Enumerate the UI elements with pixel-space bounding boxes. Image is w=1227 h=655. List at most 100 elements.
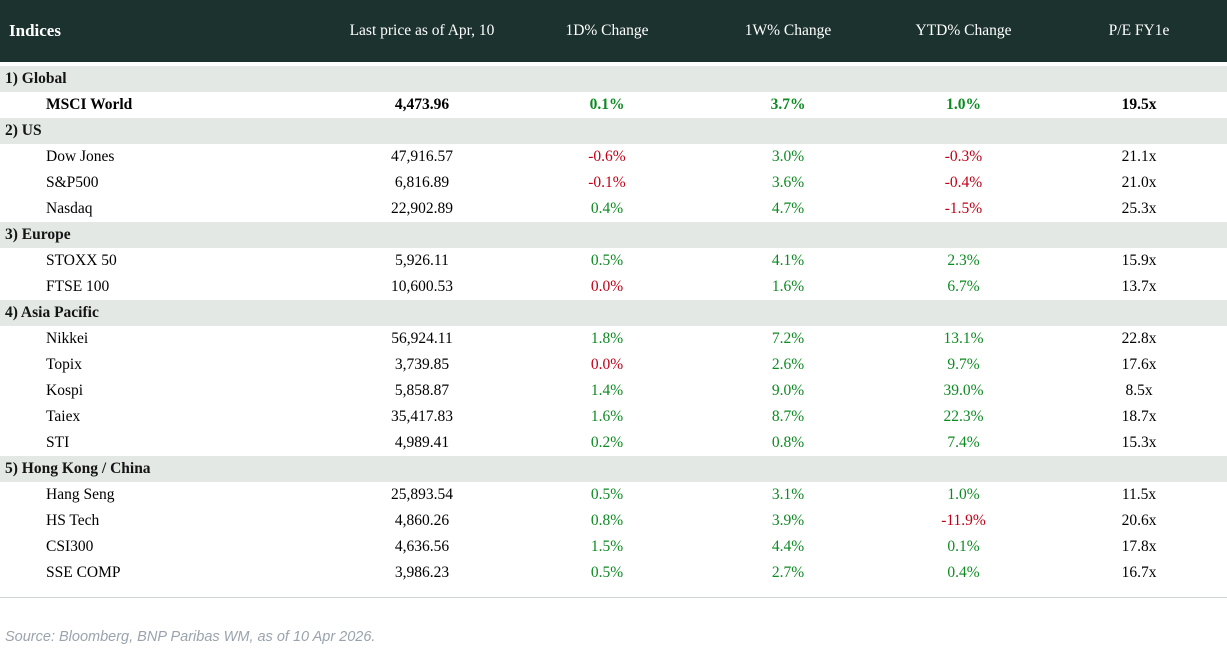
pe-fy1e-cell: 17.8x [1121,538,1157,555]
last-price-cell: 3,739.85 [394,356,450,373]
index-row: CSI300 4,636.56 1.5% 4.4% 0.1% 17.8x [0,534,1227,560]
last-price-cell: 47,916.57 [391,148,453,165]
change-1d-cell: 0.5% [590,486,624,503]
change-1w-cell: 3.0% [771,148,805,165]
table-bottom-border [0,597,1227,598]
index-row: Dow Jones 47,916.57 -0.6% 3.0% -0.3% 21.1x [0,144,1227,170]
last-price-cell: 25,893.54 [391,486,453,503]
last-price-cell: 5,926.11 [395,252,449,269]
change-1d-cell: 0.0% [590,278,624,295]
change-1d-cell: 0.5% [590,252,624,269]
source-note: Source: Bloomberg, BNP Paribas WM, as of… [5,629,376,645]
index-name-cell: Dow Jones [46,148,115,165]
change-1w-cell: 2.7% [771,564,805,581]
column-header-1d-change: 1D% Change [565,22,649,39]
change-ytd-cell: 22.3% [943,408,984,425]
index-row: HS Tech 4,860.26 0.8% 3.9% -11.9% 20.6x [0,508,1227,534]
index-name-cell: Nikkei [46,330,89,347]
change-1w-cell: 3.7% [770,96,806,113]
change-ytd-cell: 0.4% [947,564,980,581]
change-ytd-cell: 1.0% [946,96,981,113]
index-name-cell: Kospi [46,382,84,399]
change-ytd-cell: 2.3% [947,252,980,269]
pe-fy1e-cell: 17.6x [1121,356,1157,373]
index-name-cell: Taiex [46,408,81,425]
index-row: STOXX 50 5,926.11 0.5% 4.1% 2.3% 15.9x [0,248,1227,274]
pe-fy1e-cell: 21.0x [1121,174,1157,191]
last-price-cell: 6,816.89 [394,174,450,191]
index-row: Topix 3,739.85 0.0% 2.6% 9.7% 17.6x [0,352,1227,378]
column-header-1w-change: 1W% Change [744,22,832,39]
change-ytd-cell: -11.9% [941,512,986,529]
pe-fy1e-cell: 25.3x [1121,200,1157,217]
change-1w-cell: 3.1% [771,486,805,503]
change-ytd-cell: -0.4% [944,174,983,191]
change-1w-cell: 8.7% [771,408,805,425]
change-1w-cell: 2.6% [771,356,805,373]
last-price-cell: 35,417.83 [391,408,453,425]
section-row: 3) Europe [0,222,1227,248]
index-row: Nikkei 56,924.11 1.8% 7.2% 13.1% 22.8x [0,326,1227,352]
change-1d-cell: 1.8% [590,330,624,347]
index-name-cell: HS Tech [46,512,100,529]
index-row: Taiex 35,417.83 1.6% 8.7% 22.3% 18.7x [0,404,1227,430]
header-gap [0,62,1227,66]
change-1d-cell: 0.2% [590,434,624,451]
index-name-cell: S&P500 [46,174,99,191]
table-header-row: Indices Last price as of Apr, 10 1D% Cha… [0,0,1227,62]
change-1w-cell: 7.2% [771,330,805,347]
change-ytd-cell: -1.5% [944,200,983,217]
index-row: S&P500 6,816.89 -0.1% 3.6% -0.4% 21.0x [0,170,1227,196]
change-ytd-cell: 13.1% [943,330,984,347]
index-row: Hang Seng 25,893.54 0.5% 3.1% 1.0% 11.5x [0,482,1227,508]
change-ytd-cell: 1.0% [947,486,980,503]
index-row: SSE COMP 3,986.23 0.5% 2.7% 0.4% 16.7x [0,560,1227,586]
change-1w-cell: 4.1% [771,252,805,269]
column-header-ytd-change: YTD% Change [915,22,1012,39]
index-name-cell: SSE COMP [46,564,121,581]
change-1d-cell: 0.4% [590,200,624,217]
section-row: 4) Asia Pacific [0,300,1227,326]
change-1d-cell: 0.0% [590,356,624,373]
section-row: 5) Hong Kong / China [0,456,1227,482]
change-1d-cell: 0.5% [590,564,624,581]
change-1d-cell: 1.5% [590,538,624,555]
index-name-cell: FTSE 100 [46,278,110,295]
change-1w-cell: 4.7% [771,200,805,217]
pe-fy1e-cell: 16.7x [1121,564,1157,581]
column-header-last-price: Last price as of Apr, 10 [349,22,495,39]
index-name-cell: STOXX 50 [46,252,117,269]
pe-fy1e-cell: 15.3x [1121,434,1157,451]
pe-fy1e-cell: 18.7x [1121,408,1157,425]
pe-fy1e-cell: 19.5x [1121,96,1157,113]
index-name-cell: MSCI World [46,96,133,113]
pe-fy1e-cell: 22.8x [1121,330,1157,347]
pe-fy1e-cell: 8.5x [1125,382,1153,399]
last-price-cell: 5,858.87 [394,382,450,399]
change-1d-cell: 0.8% [590,512,624,529]
last-price-cell: 4,473.96 [394,96,450,113]
change-1w-cell: 0.8% [771,434,805,451]
index-name-cell: Nasdaq [46,200,93,217]
change-1d-cell: 1.4% [590,382,624,399]
index-row: STI 4,989.41 0.2% 0.8% 7.4% 15.3x [0,430,1227,456]
indices-table: Indices Last price as of Apr, 10 1D% Cha… [0,0,1227,598]
last-price-cell: 4,860.26 [394,512,450,529]
last-price-cell: 4,989.41 [394,434,450,451]
change-ytd-cell: 9.7% [947,356,980,373]
index-row: Kospi 5,858.87 1.4% 9.0% 39.0% 8.5x [0,378,1227,404]
change-1w-cell: 3.6% [771,174,805,191]
section-row: 2) US [0,118,1227,144]
column-header-pe-fy1e: P/E FY1e [1108,22,1170,39]
change-1d-cell: -0.1% [588,174,626,191]
index-row: FTSE 100 10,600.53 0.0% 1.6% 6.7% 13.7x [0,274,1227,300]
pe-fy1e-cell: 13.7x [1121,278,1157,295]
change-ytd-cell: 7.4% [947,434,980,451]
change-1w-cell: 9.0% [771,382,805,399]
last-price-cell: 10,600.53 [391,278,453,295]
change-1d-cell: 0.1% [589,96,625,113]
section-row: 1) Global [0,66,1227,92]
last-price-cell: 56,924.11 [391,330,453,347]
last-price-cell: 22,902.89 [391,200,453,217]
table-bottom-spacer [0,586,1227,597]
